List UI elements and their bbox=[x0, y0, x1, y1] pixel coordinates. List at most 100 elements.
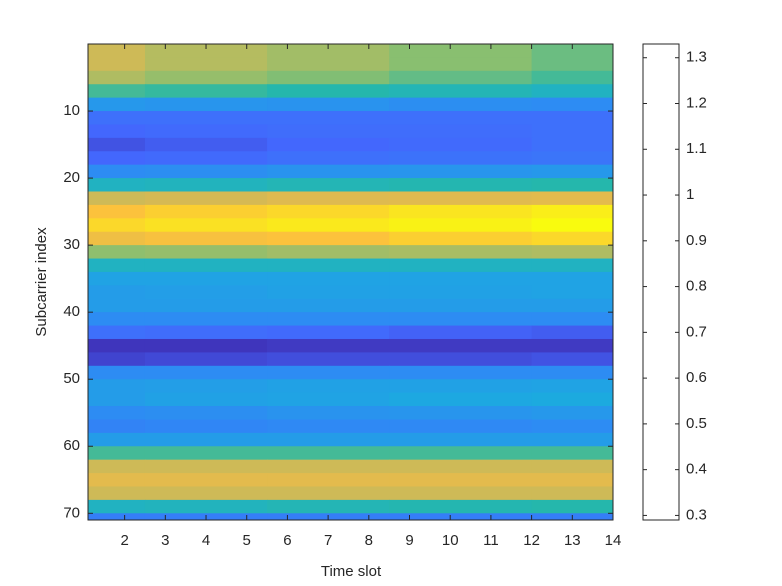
heatmap-cell bbox=[144, 84, 268, 99]
y-tick-label: 30 bbox=[63, 236, 80, 253]
heatmap-cell bbox=[531, 419, 613, 434]
heatmap-cell bbox=[144, 57, 268, 72]
heatmap-cell bbox=[389, 392, 533, 407]
x-tick-label: 13 bbox=[564, 532, 581, 549]
y-tick-label: 60 bbox=[63, 437, 80, 454]
heatmap-cell bbox=[531, 486, 613, 501]
heatmap-cell bbox=[88, 151, 146, 166]
heatmap-cell bbox=[144, 137, 268, 152]
heatmap-cell bbox=[267, 432, 390, 447]
heatmap-cell bbox=[389, 111, 533, 126]
heatmap-cell bbox=[267, 97, 390, 112]
heatmap-cell bbox=[267, 285, 390, 300]
heatmap-cell bbox=[531, 204, 613, 219]
heatmap-cell bbox=[144, 392, 268, 407]
heatmap-cell bbox=[144, 459, 268, 474]
heatmap-cell bbox=[267, 111, 390, 126]
heatmap-cell bbox=[389, 57, 533, 72]
heatmap-cell bbox=[88, 338, 146, 353]
heatmap-cell bbox=[389, 365, 533, 380]
heatmap-cell bbox=[88, 486, 146, 501]
heatmap-cell bbox=[389, 124, 533, 139]
heatmap-cell bbox=[531, 338, 613, 353]
heatmap-cell bbox=[267, 164, 390, 179]
heatmap-cell bbox=[389, 178, 533, 193]
heatmap-cell bbox=[389, 486, 533, 501]
heatmap-cell bbox=[144, 70, 268, 85]
colorbar-tick-label: 0.6 bbox=[686, 369, 707, 386]
heatmap-cell bbox=[389, 298, 533, 313]
heatmap-cell bbox=[531, 137, 613, 152]
heatmap-cell bbox=[88, 70, 146, 85]
colorbar-tick-label: 1.2 bbox=[686, 94, 707, 111]
x-tick-label: 8 bbox=[365, 532, 373, 549]
heatmap-cell bbox=[144, 312, 268, 327]
heatmap-cell bbox=[144, 285, 268, 300]
heatmap-cell bbox=[389, 473, 533, 488]
heatmap-cell bbox=[267, 379, 390, 394]
heatmap-cell bbox=[389, 419, 533, 434]
heatmap-cell bbox=[267, 245, 390, 260]
colorbar-tick-label: 0.4 bbox=[686, 461, 707, 478]
colorbar-tick-label: 0.3 bbox=[686, 506, 707, 523]
heatmap-cell bbox=[389, 245, 533, 260]
heatmap-cell bbox=[88, 392, 146, 407]
heatmap-cell bbox=[531, 124, 613, 139]
heatmap-cell bbox=[88, 191, 146, 206]
heatmap-cell bbox=[144, 352, 268, 367]
colorbar-tick-label: 0.9 bbox=[686, 232, 707, 249]
heatmap-cell bbox=[88, 271, 146, 286]
heatmap-cell bbox=[531, 97, 613, 112]
heatmap-cell bbox=[267, 258, 390, 273]
heatmap-cell bbox=[88, 298, 146, 313]
heatmap-cell bbox=[267, 406, 390, 421]
heatmap-cell bbox=[88, 325, 146, 340]
heatmap-cell bbox=[144, 111, 268, 126]
heatmap-cell bbox=[88, 419, 146, 434]
heatmap-cell bbox=[531, 218, 613, 233]
heatmap-cell bbox=[267, 57, 390, 72]
heatmap-cell bbox=[267, 312, 390, 327]
heatmap-cell bbox=[144, 97, 268, 112]
heatmap-cell bbox=[88, 499, 146, 514]
heatmap-cell bbox=[531, 432, 613, 447]
heatmap-cell bbox=[531, 84, 613, 99]
x-tick-label: 12 bbox=[523, 532, 540, 549]
colorbar bbox=[642, 43, 680, 521]
heatmap-cell bbox=[389, 432, 533, 447]
heatmap-cell bbox=[389, 459, 533, 474]
heatmap-cell bbox=[389, 406, 533, 421]
heatmap-cell bbox=[531, 392, 613, 407]
heatmap-cell bbox=[531, 151, 613, 166]
heatmap-cell bbox=[389, 44, 533, 59]
heatmap-cell bbox=[389, 499, 533, 514]
heatmap-cell bbox=[144, 44, 268, 59]
heatmap-cell bbox=[144, 164, 268, 179]
colorbar-tick-label: 0.8 bbox=[686, 278, 707, 295]
heatmap-cell bbox=[144, 419, 268, 434]
heatmap-cell bbox=[88, 97, 146, 112]
heatmap-cell bbox=[267, 191, 390, 206]
heatmap-cell bbox=[531, 352, 613, 367]
heatmap-cell bbox=[267, 231, 390, 246]
heatmap-cell bbox=[267, 151, 390, 166]
heatmap-cell bbox=[88, 245, 146, 260]
heatmap-cell bbox=[144, 379, 268, 394]
heatmap-cell bbox=[144, 338, 268, 353]
x-axis-label: Time slot bbox=[321, 563, 382, 580]
heatmap-cell bbox=[531, 298, 613, 313]
heatmap-cell bbox=[267, 352, 390, 367]
heatmap-cell bbox=[144, 473, 268, 488]
heatmap-cell bbox=[144, 218, 268, 233]
heatmap-cell bbox=[531, 499, 613, 514]
heatmap-cell bbox=[531, 285, 613, 300]
heatmap-cell bbox=[144, 178, 268, 193]
heatmap-cell bbox=[88, 459, 146, 474]
heatmap-cell bbox=[88, 164, 146, 179]
x-tick-label: 6 bbox=[283, 532, 291, 549]
heatmap-cell bbox=[531, 44, 613, 59]
heatmap-cell bbox=[88, 137, 146, 152]
heatmap-cell bbox=[267, 446, 390, 461]
heatmap-cell bbox=[389, 151, 533, 166]
